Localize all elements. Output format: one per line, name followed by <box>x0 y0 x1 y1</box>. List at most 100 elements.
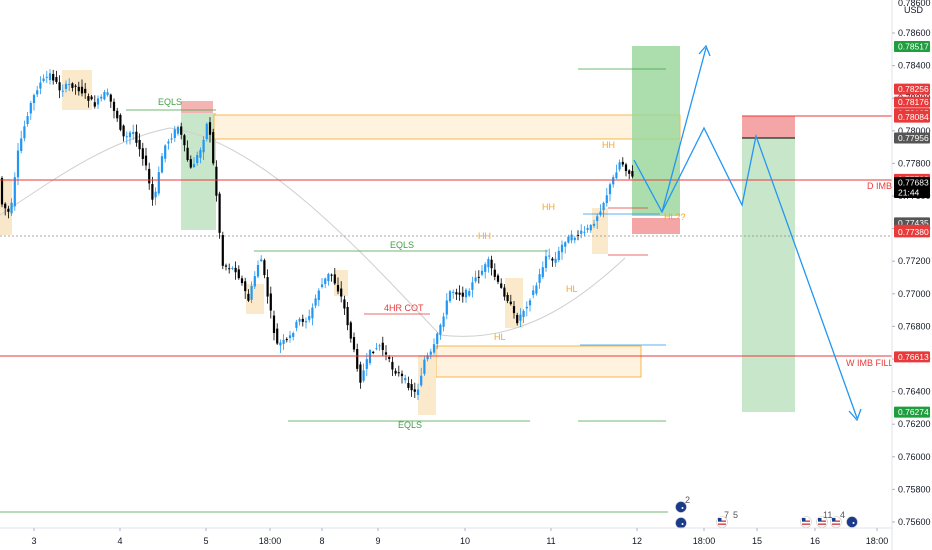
price-candle[interactable] <box>208 122 212 135</box>
price-candle[interactable] <box>605 195 608 204</box>
price-candle[interactable] <box>301 318 304 322</box>
event-badge-au[interactable] <box>675 501 687 513</box>
event-badge-au[interactable] <box>675 517 687 529</box>
price-candle[interactable] <box>279 342 282 346</box>
price-candle[interactable] <box>439 324 442 335</box>
price-candle[interactable] <box>535 285 538 294</box>
price-candle[interactable] <box>538 274 541 283</box>
price-candle[interactable] <box>445 300 448 315</box>
price-candle[interactable] <box>522 310 525 317</box>
price-candle[interactable] <box>420 375 423 386</box>
price-candle[interactable] <box>260 259 263 262</box>
price-badge[interactable]: 0.78084 <box>894 111 930 123</box>
price-candle[interactable] <box>484 264 487 272</box>
price-candle[interactable] <box>442 316 445 327</box>
price-candle[interactable] <box>276 328 279 344</box>
price-candle[interactable] <box>29 102 32 114</box>
price-candle[interactable] <box>362 370 365 381</box>
price-candle[interactable] <box>199 149 202 158</box>
price-candle[interactable] <box>330 274 333 276</box>
price-candle[interactable] <box>410 384 413 391</box>
price-candle[interactable] <box>570 234 573 241</box>
price-candle[interactable] <box>157 172 160 194</box>
price-candle[interactable] <box>468 291 471 296</box>
price-candle[interactable] <box>602 203 605 211</box>
price-candle[interactable] <box>292 333 295 337</box>
price-candle[interactable] <box>4 203 7 209</box>
price-candle[interactable] <box>583 231 586 233</box>
price-badge[interactable]: 0.77380 <box>894 226 930 238</box>
price-candle[interactable] <box>116 110 119 119</box>
price-candle[interactable] <box>39 82 42 89</box>
price-candle[interactable] <box>164 145 167 159</box>
price-candle[interactable] <box>596 216 599 221</box>
price-candle[interactable] <box>487 259 490 268</box>
price-candle[interactable] <box>327 273 330 282</box>
price-candle[interactable] <box>304 321 308 323</box>
price-candle[interactable] <box>170 138 173 140</box>
price-candle[interactable] <box>234 267 237 273</box>
price-candle[interactable] <box>317 290 320 301</box>
price-candle[interactable] <box>212 132 215 164</box>
price-candle[interactable] <box>314 298 317 306</box>
price-candle[interactable] <box>87 96 90 101</box>
price-candle[interactable] <box>621 161 624 165</box>
price-candle[interactable] <box>71 83 74 88</box>
price-candle[interactable] <box>436 333 439 344</box>
price-candle[interactable] <box>576 235 580 237</box>
price-candle[interactable] <box>503 287 506 297</box>
price-candle[interactable] <box>269 293 272 311</box>
price-candle[interactable] <box>541 267 544 278</box>
event-badges-layer[interactable]: 2 7 5 11 4 <box>675 495 858 529</box>
price-candle[interactable] <box>192 164 196 167</box>
price-candle[interactable] <box>557 250 560 261</box>
price-candle[interactable] <box>365 359 368 369</box>
price-candle[interactable] <box>160 156 164 173</box>
price-candle[interactable] <box>388 356 391 359</box>
price-candle[interactable] <box>509 301 512 305</box>
price-candle[interactable] <box>452 291 455 293</box>
price-candle[interactable] <box>426 355 429 360</box>
price-candle[interactable] <box>368 350 372 364</box>
price-candle[interactable] <box>346 307 349 326</box>
price-candle[interactable] <box>308 316 311 320</box>
price-candle[interactable] <box>109 94 112 102</box>
price-candle[interactable] <box>599 211 602 215</box>
price-candle[interactable] <box>167 141 170 144</box>
event-badge-us[interactable] <box>816 516 828 528</box>
price-candle[interactable] <box>13 177 16 207</box>
price-candle[interactable] <box>26 116 29 125</box>
price-candle[interactable] <box>404 378 407 381</box>
price-candle[interactable] <box>138 139 141 150</box>
price-candle[interactable] <box>55 77 58 83</box>
price-candle[interactable] <box>266 277 269 297</box>
price-candle[interactable] <box>352 337 356 350</box>
price-candle[interactable] <box>384 352 388 355</box>
price-candle[interactable] <box>624 164 628 172</box>
price-candle[interactable] <box>0 177 4 205</box>
price-candle[interactable] <box>631 171 634 177</box>
price-candle[interactable] <box>548 255 551 257</box>
price-candle[interactable] <box>90 96 93 100</box>
price-candle[interactable] <box>135 131 138 143</box>
price-candle[interactable] <box>272 315 276 334</box>
price-candle[interactable] <box>615 172 618 179</box>
price-candle[interactable] <box>106 92 109 95</box>
price-candle[interactable] <box>589 225 592 231</box>
price-candle[interactable] <box>263 260 266 276</box>
price-candle[interactable] <box>80 86 84 94</box>
price-candle[interactable] <box>7 208 10 212</box>
price-candle[interactable] <box>519 314 522 321</box>
price-candle[interactable] <box>202 139 205 153</box>
price-candle[interactable] <box>567 236 570 243</box>
price-candle[interactable] <box>52 73 55 81</box>
price-candle[interactable] <box>496 275 500 282</box>
price-candle[interactable] <box>228 268 231 270</box>
price-candle[interactable] <box>554 258 557 263</box>
price-candle[interactable] <box>532 290 535 295</box>
price-candle[interactable] <box>128 132 132 138</box>
price-candle[interactable] <box>218 193 221 233</box>
price-candle[interactable] <box>23 126 26 139</box>
